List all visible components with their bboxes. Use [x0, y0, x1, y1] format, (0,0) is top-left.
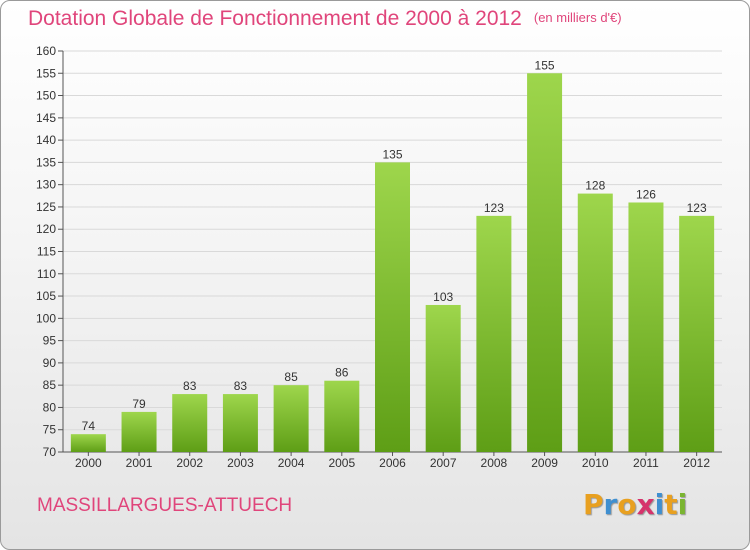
y-tick-label: 120: [36, 222, 56, 236]
bar-2008: [476, 215, 512, 452]
value-label-2005: 86: [335, 366, 349, 380]
brand-letter: r: [603, 488, 618, 521]
bar-2002: [172, 394, 208, 452]
bar-2009: [527, 73, 563, 453]
y-tick-label: 130: [36, 178, 56, 192]
y-tick-label: 125: [36, 200, 56, 214]
y-tick-label: 80: [43, 400, 57, 414]
y-tick-label: 85: [43, 378, 57, 392]
y-tick-label: 145: [36, 111, 56, 125]
bar-2001: [121, 411, 157, 452]
value-label-2006: 135: [382, 147, 402, 161]
x-tick-label-2009: 2009: [531, 456, 558, 470]
value-label-2002: 83: [183, 379, 197, 393]
y-tick-label: 155: [36, 66, 56, 80]
y-tick-label: 150: [36, 89, 56, 103]
bar-2006: [375, 162, 410, 452]
y-tick-label: 110: [37, 267, 56, 281]
y-tick-label: 160: [36, 44, 56, 58]
bar-2012: [679, 215, 715, 452]
value-label-2000: 74: [82, 419, 96, 433]
value-label-2004: 85: [284, 370, 298, 384]
brand-letter: i: [677, 488, 688, 521]
y-tick-labels: 70 75 80 85 90 95 100 105 110 115 120 125 130 135 140 1…: [36, 44, 63, 459]
x-tick-labels: 2000 2001 2002 2003 2004 2005 2006 2007 2008 2009…: [75, 452, 710, 470]
brand-letter: i: [654, 488, 665, 521]
x-tick-label-2005: 2005: [328, 456, 355, 470]
x-tick-label-2003: 2003: [227, 456, 254, 470]
value-label-2001: 79: [132, 397, 146, 411]
value-label-2007: 103: [433, 290, 453, 304]
value-label-2003: 83: [234, 379, 248, 393]
chart-subtitle: (en milliers d'€): [533, 10, 622, 25]
value-label-2011: 126: [636, 187, 656, 201]
bar-2011: [628, 202, 664, 452]
x-tick-label-2010: 2010: [582, 456, 609, 470]
value-label-2009: 155: [535, 58, 555, 72]
bar-2010: [577, 193, 613, 453]
x-tick-label-2011: 2011: [633, 456, 659, 470]
x-tick-label-2000: 2000: [75, 456, 102, 470]
x-tick-label-2006: 2006: [379, 456, 406, 470]
y-tick-label: 105: [36, 289, 56, 303]
y-tick-label: 140: [36, 133, 56, 147]
x-tick-label-2002: 2002: [176, 456, 203, 470]
y-tick-label: 95: [43, 334, 57, 348]
chart-title: Dotation Globale de Fonctionnement de 20…: [28, 7, 622, 31]
bar-2007: [425, 304, 461, 452]
bars: [70, 73, 715, 453]
value-label-2012: 123: [687, 201, 707, 215]
brand-letter: o: [617, 488, 637, 521]
x-tick-label-2001: 2001: [126, 456, 153, 470]
brand-letter: P: [583, 488, 604, 521]
proxiti-logo: Proxiti: [583, 488, 687, 521]
value-labels: 74 79 83 83 85 86 135 103 123 155 128 126 123: [82, 58, 707, 433]
commune-name: MASSILLARGUES-ATTUECH: [37, 495, 293, 516]
y-tick-label: 100: [36, 311, 56, 325]
x-tick-label-2004: 2004: [278, 456, 305, 470]
x-tick-label-2007: 2007: [430, 456, 457, 470]
brand-letter: x: [636, 488, 655, 521]
bar-2005: [324, 380, 360, 452]
brand-letter: t: [664, 488, 678, 521]
bar-2004: [273, 385, 309, 452]
bar-2000: [70, 434, 106, 452]
chart-title-text: Dotation Globale de Fonctionnement de 20…: [28, 7, 522, 30]
x-tick-label-2008: 2008: [481, 456, 508, 470]
value-label-2008: 123: [484, 201, 504, 215]
y-tick-label: 75: [43, 423, 57, 437]
bar-2003: [222, 394, 258, 452]
y-tick-label: 115: [37, 245, 56, 259]
x-tick-label-2012: 2012: [683, 456, 710, 470]
y-tick-label: 135: [36, 155, 56, 169]
value-label-2010: 128: [585, 179, 605, 193]
y-tick-label: 90: [43, 356, 57, 370]
y-tick-label: 70: [43, 445, 57, 459]
